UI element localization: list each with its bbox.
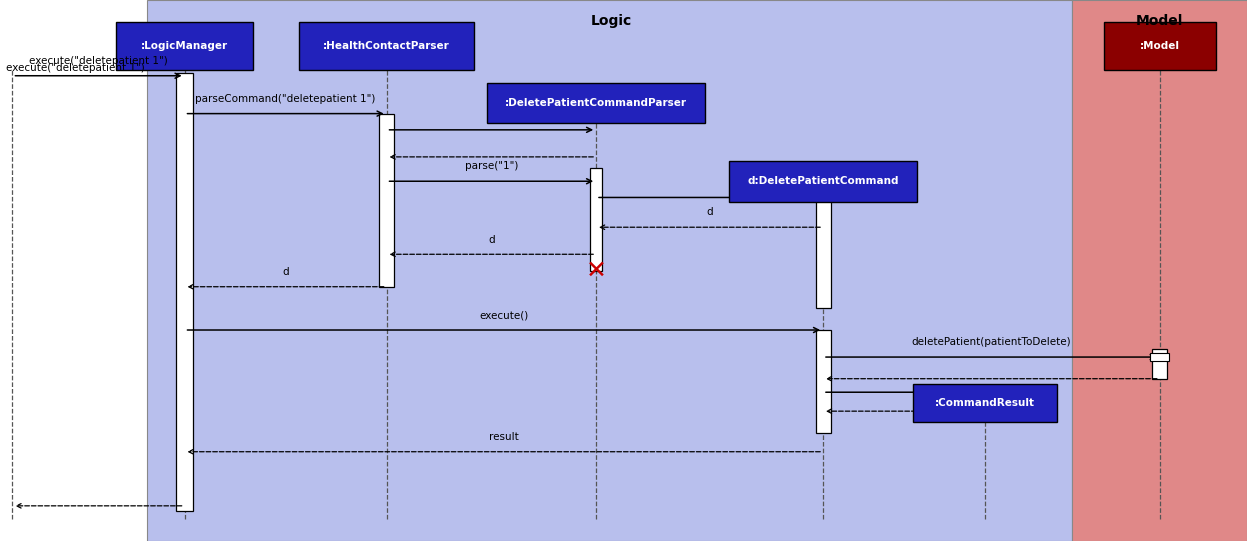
Text: d: d xyxy=(706,208,713,217)
Bar xyxy=(1072,0,1247,541)
Bar xyxy=(816,330,831,433)
Text: d: d xyxy=(282,267,289,277)
Bar xyxy=(816,189,831,308)
Bar xyxy=(729,161,917,201)
Text: d: d xyxy=(488,235,495,245)
Bar xyxy=(913,384,1056,422)
Text: d:DeletePatientCommand: d:DeletePatientCommand xyxy=(747,176,899,186)
Text: parse("1"): parse("1") xyxy=(465,162,518,171)
Text: execute("deletepatient 1"): execute("deletepatient 1") xyxy=(29,56,168,66)
Bar xyxy=(1152,349,1167,379)
Text: execute(): execute() xyxy=(479,311,529,320)
Text: execute("deletepatient 1"): execute("deletepatient 1") xyxy=(6,63,145,73)
Text: :CommandResult: :CommandResult xyxy=(935,398,1035,408)
Text: Model: Model xyxy=(1136,14,1183,28)
Text: ✕: ✕ xyxy=(586,259,606,282)
Bar xyxy=(590,168,602,270)
Bar xyxy=(147,0,1072,541)
Text: :DeletePatientCommandParser: :DeletePatientCommandParser xyxy=(505,98,687,108)
Text: :Model: :Model xyxy=(1140,41,1180,51)
Text: parseCommand("deletepatient 1"): parseCommand("deletepatient 1") xyxy=(196,94,375,104)
Text: :HealthContactParser: :HealthContactParser xyxy=(323,41,450,51)
Text: Logic: Logic xyxy=(590,14,632,28)
Bar xyxy=(1151,353,1170,361)
Bar xyxy=(116,22,253,70)
Bar xyxy=(1104,22,1216,70)
Bar xyxy=(486,82,705,123)
Bar xyxy=(379,114,394,287)
Text: deletePatient(patientToDelete): deletePatient(patientToDelete) xyxy=(912,338,1071,347)
Text: result: result xyxy=(489,432,519,442)
Bar xyxy=(299,22,474,70)
Text: :LogicManager: :LogicManager xyxy=(141,41,228,51)
Bar xyxy=(176,73,193,511)
